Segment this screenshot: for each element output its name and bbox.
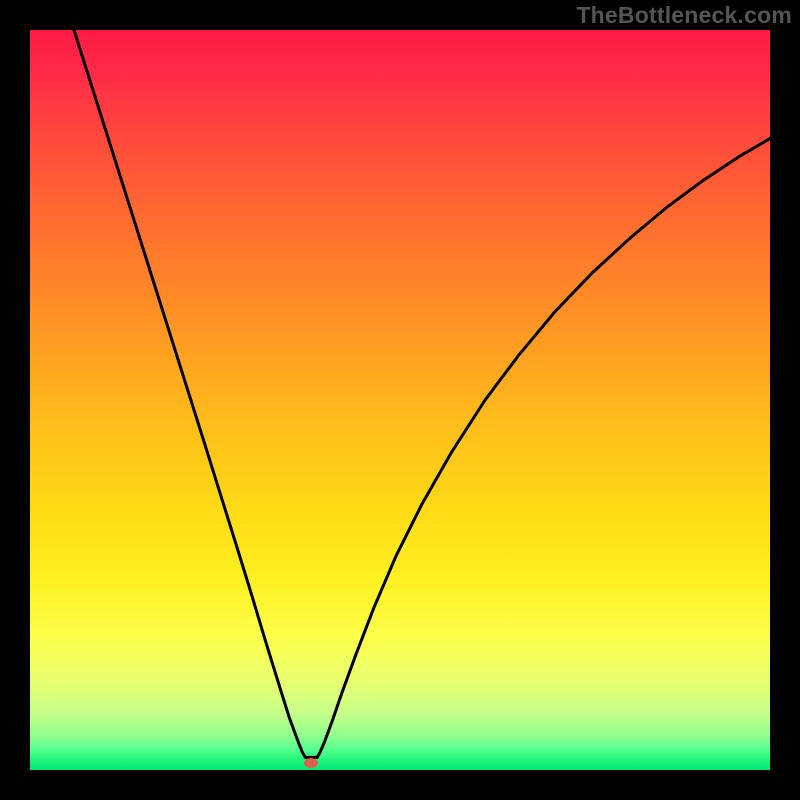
chart-frame: TheBottleneck.com <box>0 0 800 800</box>
plot-area <box>30 30 770 770</box>
bottleneck-curve <box>30 30 770 770</box>
watermark-text: TheBottleneck.com <box>576 2 792 29</box>
optimum-marker <box>304 758 318 768</box>
